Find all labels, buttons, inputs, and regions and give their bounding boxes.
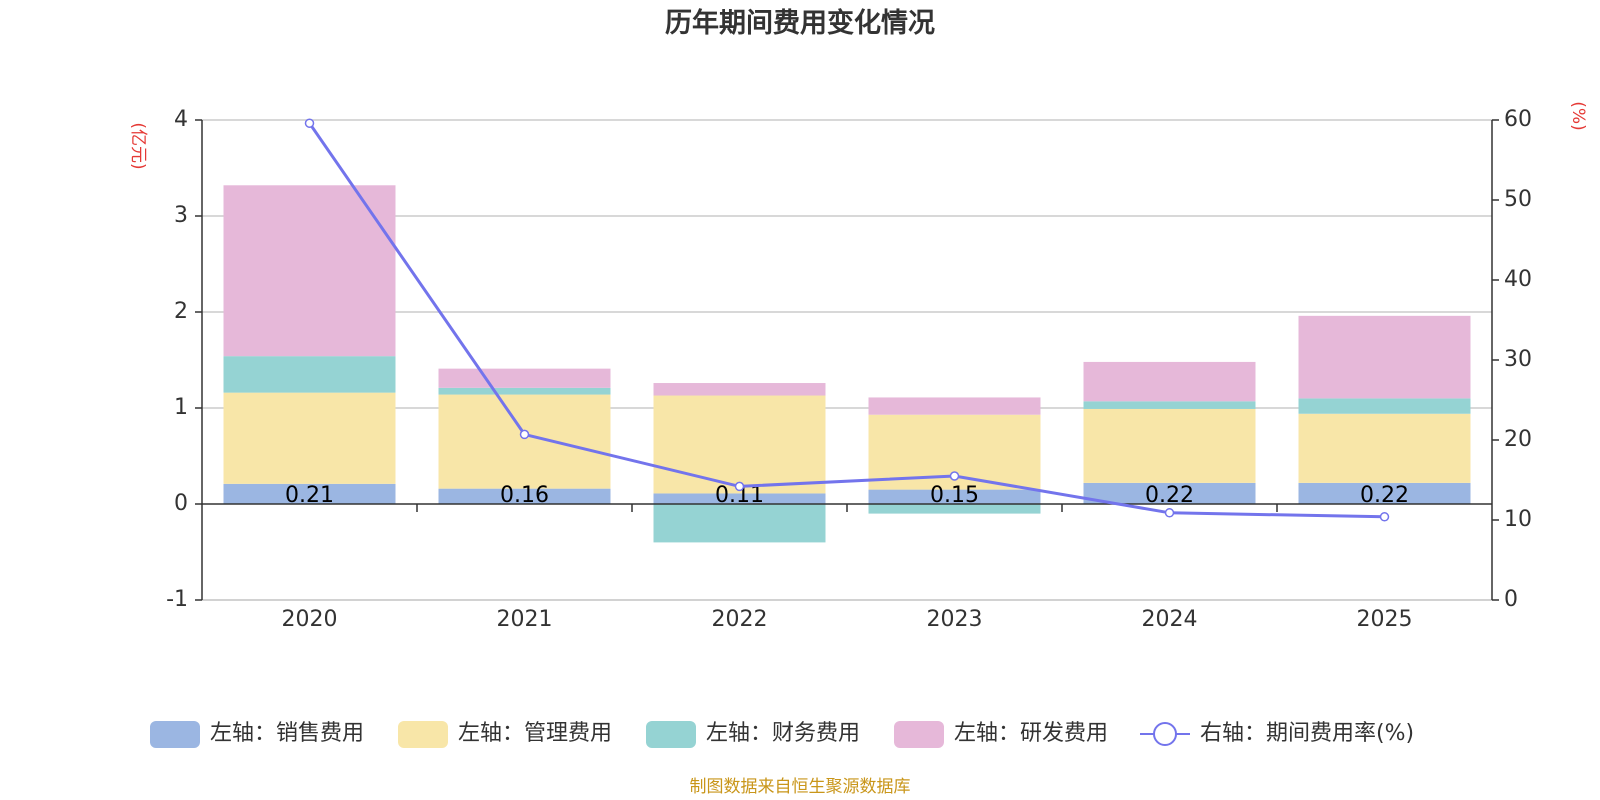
right-tick-label: 60 xyxy=(1504,107,1532,132)
x-tick-label: 2022 xyxy=(712,607,768,632)
legend-label[interactable]: 左轴：研发费用 xyxy=(954,721,1108,746)
right-tick-label: 50 xyxy=(1504,187,1532,212)
legend-swatch xyxy=(646,721,696,748)
bar-segment xyxy=(438,368,611,388)
source-note: 制图数据来自恒生聚源数据库 xyxy=(690,777,911,797)
bar-segment xyxy=(438,488,611,504)
x-tick-label: 2024 xyxy=(1142,607,1198,632)
left-tick-label: 4 xyxy=(174,107,188,132)
right-axis-unit: (%) xyxy=(1568,101,1588,130)
x-tick-label: 2023 xyxy=(927,607,983,632)
bar-segment xyxy=(1083,408,1256,483)
right-tick-label: 20 xyxy=(1504,427,1532,452)
x-tick-label: 2021 xyxy=(497,607,553,632)
right-tick-label: 30 xyxy=(1504,347,1532,372)
bar-segment xyxy=(653,504,826,543)
data-label: 0.22 xyxy=(1145,483,1194,508)
data-label: 0.21 xyxy=(285,483,334,508)
legend-label[interactable]: 右轴：期间费用率(%) xyxy=(1200,721,1414,746)
legend-swatch xyxy=(398,721,448,748)
rate-line xyxy=(308,122,1385,519)
rate-point xyxy=(949,471,960,481)
x-tick-label: 2025 xyxy=(1357,607,1413,632)
bar-segment xyxy=(1298,315,1471,399)
expense-rate-line xyxy=(304,118,1390,522)
x-tick-label: 2020 xyxy=(282,607,338,632)
left-tick-label: 2 xyxy=(174,299,188,324)
right-tick-label: 0 xyxy=(1504,587,1518,612)
legend-label[interactable]: 左轴：销售费用 xyxy=(210,721,364,746)
rate-point xyxy=(1379,512,1390,522)
bar-segment xyxy=(653,383,826,396)
bar-segment xyxy=(223,483,396,504)
rate-point xyxy=(734,481,745,492)
bar-segment xyxy=(653,395,826,494)
right-tick-label: 10 xyxy=(1504,507,1532,532)
legend-swatch xyxy=(150,721,200,748)
data-labels: 0.21 0.16 0.11 0.15 0.22 0.22 xyxy=(285,483,1409,508)
gridlines xyxy=(202,119,1492,601)
legend-label[interactable]: 左轴：管理费用 xyxy=(458,721,612,746)
bar-segment xyxy=(1298,413,1471,483)
left-tick-label: 1 xyxy=(174,395,188,420)
rate-point xyxy=(304,118,315,128)
legend-swatch xyxy=(894,721,944,748)
bar-segment xyxy=(438,387,611,395)
rate-point xyxy=(1164,508,1175,518)
bar-segment xyxy=(868,489,1041,504)
bar-segment xyxy=(1083,482,1256,504)
legend: 左轴：销售费用 左轴：管理费用 左轴：财务费用 左轴：研发费用 右轴：期间费用率(%) xyxy=(150,721,1414,748)
bar-segment xyxy=(223,356,396,393)
left-tick-label: 3 xyxy=(174,203,188,228)
right-tick-label: 40 xyxy=(1504,267,1532,292)
data-label: 0.16 xyxy=(500,483,549,508)
bar-segment xyxy=(438,394,611,489)
legend-label[interactable]: 左轴：财务费用 xyxy=(706,721,860,746)
left-axis-unit: (亿元) xyxy=(128,122,148,169)
left-tick-label: 0 xyxy=(174,491,188,516)
data-label: 0.22 xyxy=(1360,483,1409,508)
rate-point xyxy=(519,429,530,440)
bar-segment xyxy=(868,504,1041,514)
bar-segment xyxy=(1298,398,1471,414)
bar-segment xyxy=(223,392,396,484)
legend-marker xyxy=(1153,722,1177,746)
chart-title: 历年期间费用变化情况 xyxy=(665,7,935,39)
left-tick-label: -1 xyxy=(166,587,188,612)
bar-segment xyxy=(223,185,396,357)
bars xyxy=(223,185,1471,543)
bar-segment xyxy=(1083,401,1256,409)
bar-segment xyxy=(1298,482,1471,504)
bar-segment xyxy=(868,397,1041,415)
bar-segment xyxy=(653,493,826,504)
data-label: 0.15 xyxy=(930,483,979,508)
bar-segment xyxy=(1083,361,1256,402)
